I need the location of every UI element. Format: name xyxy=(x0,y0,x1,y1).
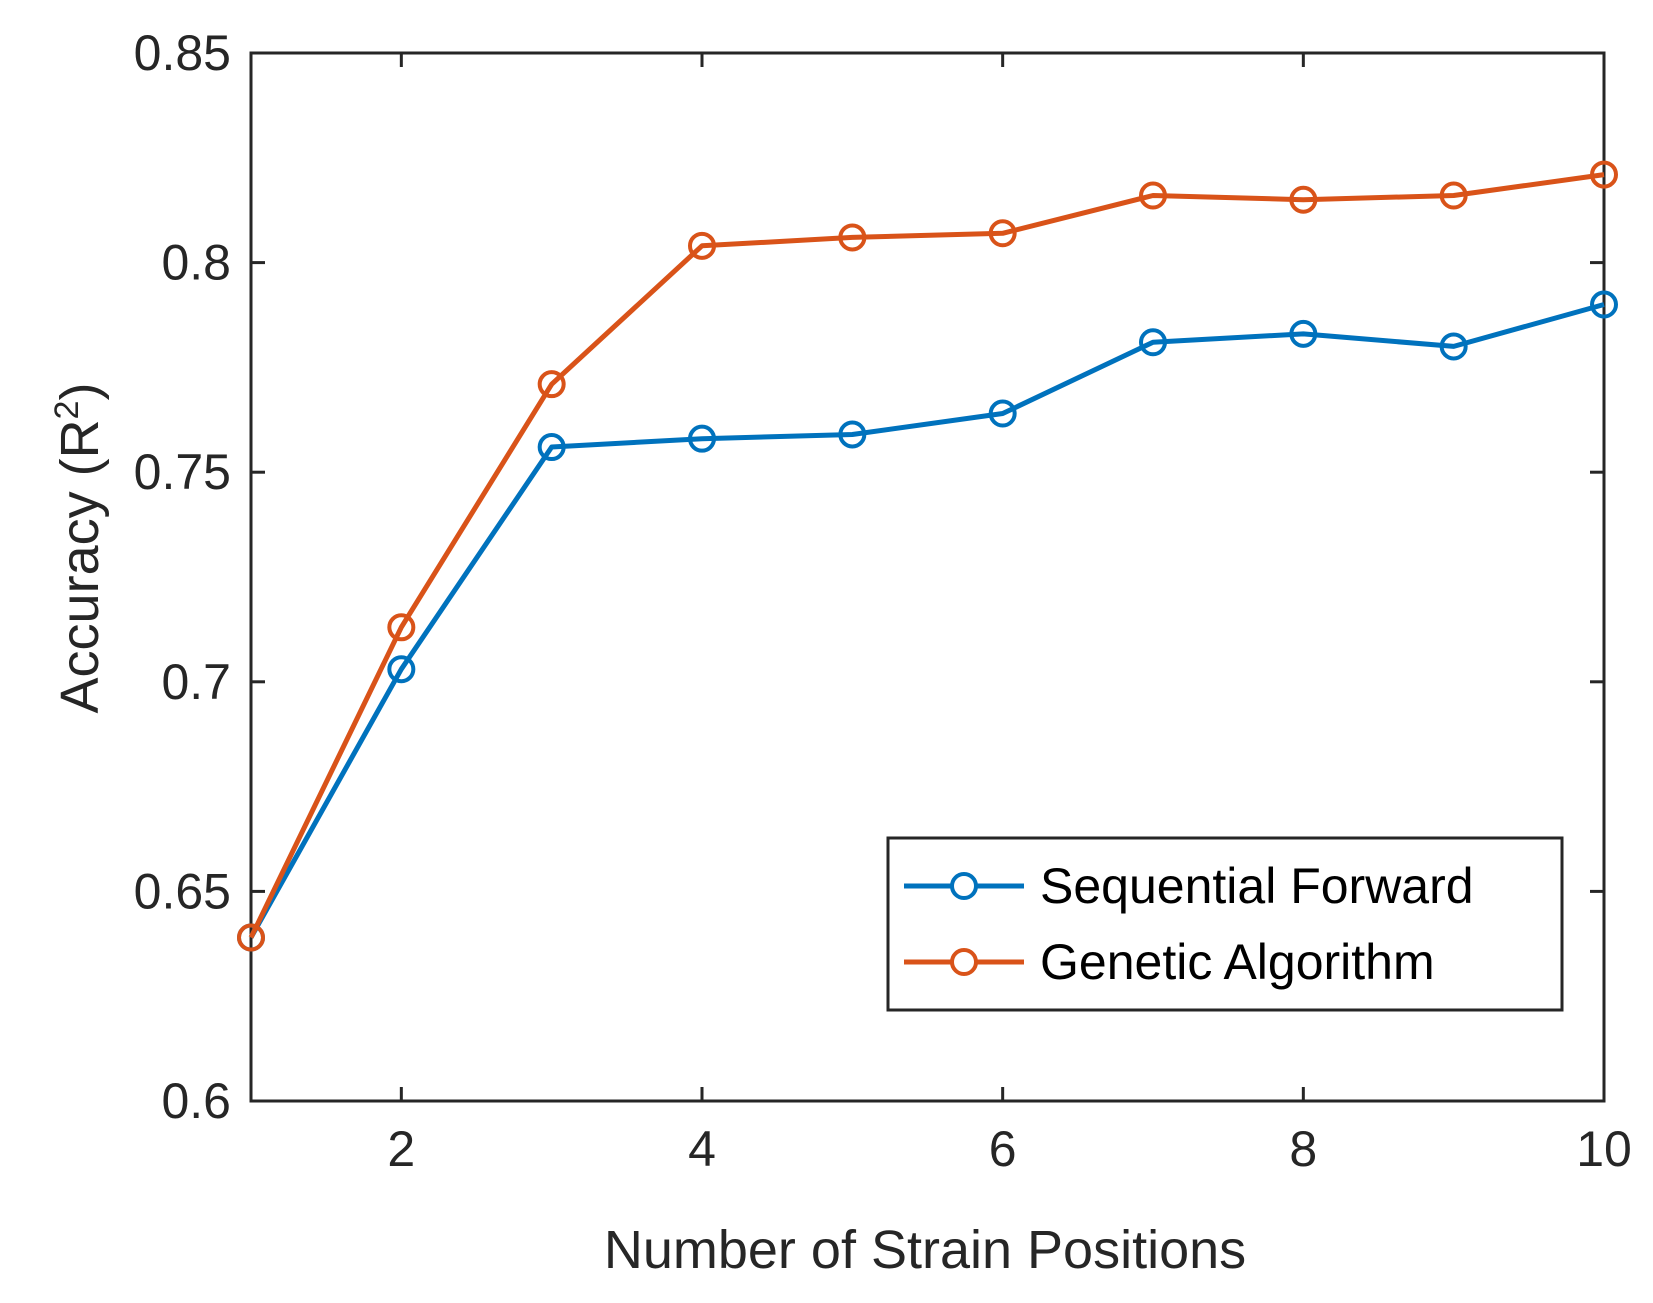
data-point-series-1 xyxy=(838,420,867,449)
x-tick-label: 10 xyxy=(1576,1121,1632,1177)
data-point-series-2 xyxy=(1289,185,1318,214)
data-point-series-2 xyxy=(1590,160,1618,189)
x-tick-label: 6 xyxy=(989,1121,1017,1177)
x-tick-label: 4 xyxy=(688,1121,716,1177)
y-tick-label: 0.75 xyxy=(134,444,231,500)
legend-marker-2 xyxy=(950,948,978,976)
data-point-series-2 xyxy=(838,223,867,252)
data-point-series-2 xyxy=(387,613,416,642)
x-tick-label: 2 xyxy=(387,1121,415,1177)
data-point-series-1 xyxy=(1590,290,1618,319)
y-tick-label: 0.6 xyxy=(161,1073,231,1129)
y-axis-title-main: Accuracy (R xyxy=(50,419,110,713)
legend-marker-1 xyxy=(950,872,978,900)
y-tick-label: 0.85 xyxy=(134,25,231,81)
y-axis-title: Accuracy (R2) xyxy=(48,383,110,714)
data-point-series-2 xyxy=(988,219,1017,248)
data-point-series-1 xyxy=(1289,319,1318,348)
data-point-series-1 xyxy=(1139,328,1167,357)
labels-group: Number of Strain Positions Accuracy (R2) xyxy=(48,383,1246,1280)
y-axis-title-superscript: 2 xyxy=(48,401,86,420)
data-point-series-2 xyxy=(688,231,716,260)
series-group xyxy=(237,160,1618,952)
data-point-series-2 xyxy=(537,370,566,399)
data-point-series-1 xyxy=(387,655,416,684)
data-point-series-2 xyxy=(1139,181,1167,210)
y-tick-label: 0.7 xyxy=(161,654,231,710)
data-point-series-2 xyxy=(237,923,265,952)
data-point-series-1 xyxy=(688,424,716,453)
y-axis-title-close: ) xyxy=(50,383,110,401)
x-tick-label: 8 xyxy=(1289,1121,1317,1177)
y-tick-label: 0.65 xyxy=(134,863,231,919)
y-tick-label: 0.8 xyxy=(161,235,231,291)
legend-box xyxy=(886,836,1564,1012)
x-axis-title: Number of Strain Positions xyxy=(604,1220,1246,1280)
data-point-series-1 xyxy=(988,399,1017,428)
data-point-series-2 xyxy=(1439,181,1468,210)
legend-label-1: Sequential Forward xyxy=(1040,858,1474,914)
legend: Sequential Forward Genetic Algorithm xyxy=(886,836,1564,1012)
legend-label-2: Genetic Algorithm xyxy=(1040,934,1435,990)
data-point-series-1 xyxy=(1439,332,1468,361)
series-line-2 xyxy=(248,172,1605,939)
series-line-1 xyxy=(248,302,1605,939)
data-point-series-1 xyxy=(537,433,566,462)
